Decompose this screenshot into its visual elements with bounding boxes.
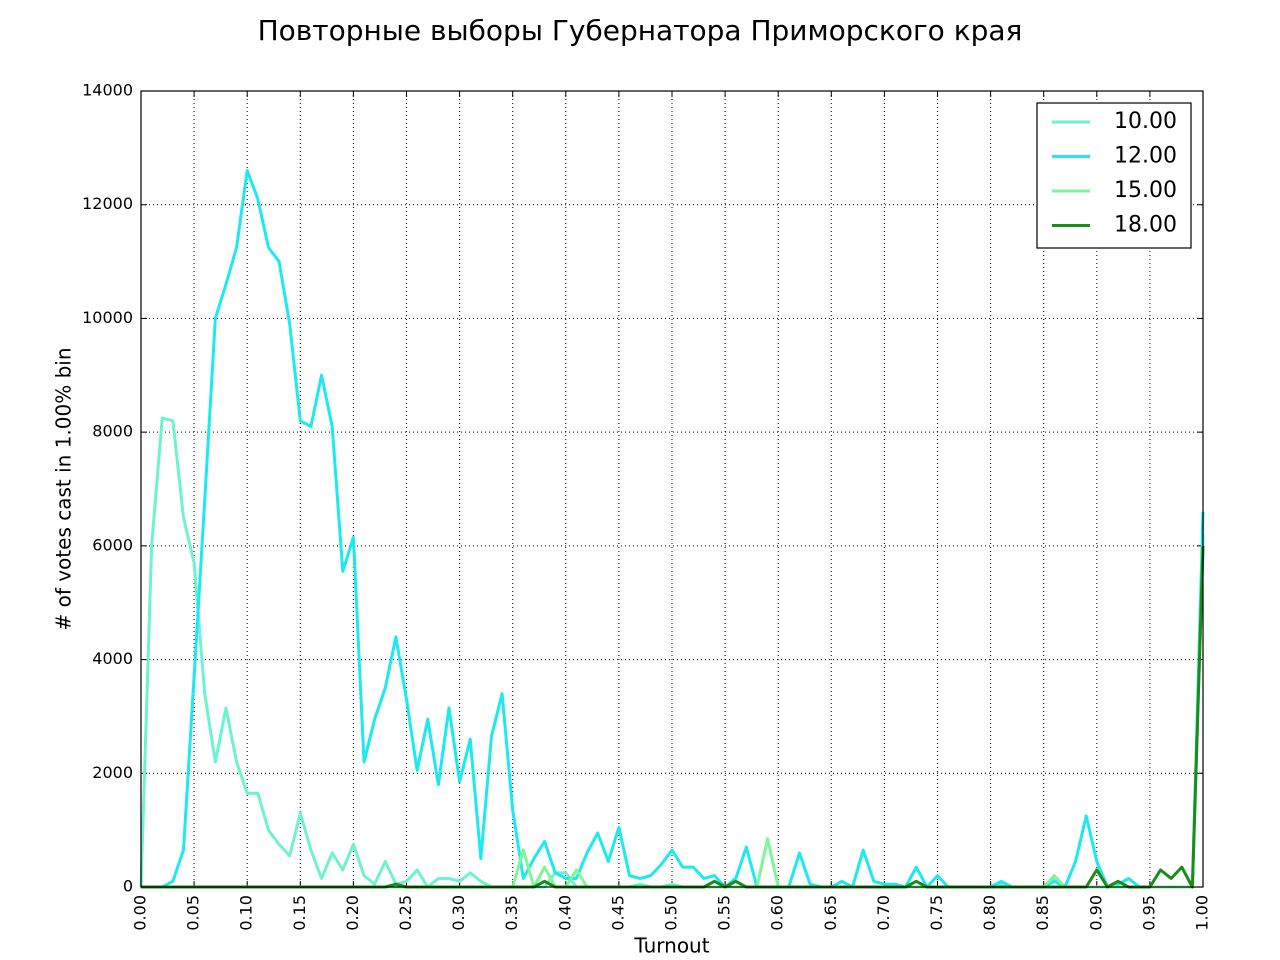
y-tick-label: 14000	[82, 81, 133, 100]
x-tick-label: 0.85	[1033, 895, 1052, 931]
x-tick-label: 0.90	[1086, 895, 1105, 931]
x-tick-label: 0.10	[237, 895, 256, 931]
x-tick-label: 0.20	[343, 895, 362, 931]
y-axis-label: # of votes cast in 1.00% bin	[52, 347, 76, 630]
legend-label: 18.00	[1114, 213, 1177, 238]
x-tick-label: 0.70	[874, 895, 893, 931]
x-tick-label: 0.00	[131, 895, 150, 931]
y-tick-label: 2000	[92, 763, 133, 782]
x-tick-label: 0.05	[184, 895, 203, 931]
x-tick-label: 0.35	[502, 895, 521, 931]
y-tick-label: 8000	[92, 422, 133, 441]
legend: 10.00 12.00 15.00 18.00	[1036, 102, 1192, 249]
x-tick-label: 0.15	[290, 895, 309, 931]
x-tick-label: 0.80	[980, 895, 999, 931]
y-tick-label: 12000	[82, 194, 133, 213]
x-tick-label: 0.75	[927, 895, 946, 931]
x-tick-label: 0.40	[555, 895, 574, 931]
legend-label: 12.00	[1114, 144, 1177, 169]
y-tick-label: 6000	[92, 535, 133, 554]
x-tick-label: 1.00	[1193, 895, 1212, 931]
chart-title: Повторные выборы Губернатора Приморского…	[258, 14, 1023, 47]
x-tick-label: 0.45	[608, 895, 627, 931]
y-tick-label: 10000	[82, 308, 133, 327]
y-tick-label: 4000	[92, 649, 133, 668]
x-axis-label: Turnout	[633, 934, 709, 958]
legend-label: 15.00	[1114, 178, 1177, 203]
plot-frame	[140, 90, 1204, 888]
x-tick-label: 0.65	[821, 895, 840, 931]
legend-box	[1036, 102, 1192, 249]
x-tick-label: 0.95	[1139, 895, 1158, 931]
legend-label: 10.00	[1114, 109, 1177, 134]
x-tick-label: 0.25	[396, 895, 415, 931]
x-tick-label: 0.55	[715, 895, 734, 931]
x-tick-label: 0.50	[662, 895, 681, 931]
x-tick-label: 0.30	[449, 895, 468, 931]
x-tick-label: 0.60	[768, 895, 787, 931]
y-tick-label: 0	[123, 877, 133, 896]
